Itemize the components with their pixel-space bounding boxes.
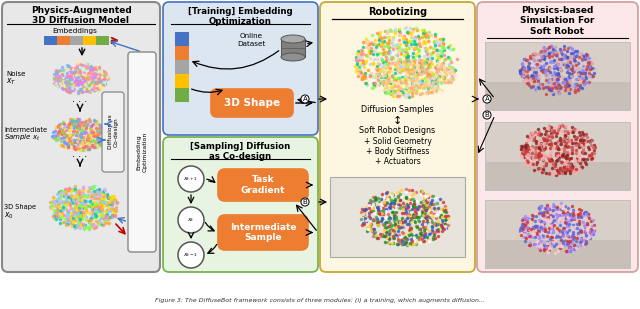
FancyBboxPatch shape [2,2,160,272]
Text: Diffusion as
Co-design: Diffusion as Co-design [108,115,118,149]
Text: $x_t$: $x_t$ [187,216,195,224]
FancyBboxPatch shape [320,2,475,272]
Text: [Sampling] Diffusion
as Co-design: [Sampling] Diffusion as Co-design [190,142,291,161]
Ellipse shape [281,53,305,61]
Text: + Solid Geometry: + Solid Geometry [364,137,431,146]
Text: 3D Shape: 3D Shape [224,98,280,108]
Bar [485,42,630,110]
Text: $x_{t-1}$: $x_{t-1}$ [183,251,198,259]
Text: Physics-Augmented
3D Diffusion Model: Physics-Augmented 3D Diffusion Model [31,6,131,25]
Text: ↕: ↕ [393,116,402,126]
Text: · · ·: · · · [72,97,88,107]
Bar [175,32,189,46]
Circle shape [178,242,204,268]
Text: Online
Dataset: Online Dataset [237,33,265,46]
Bar [175,74,189,88]
Text: Noise: Noise [6,71,26,77]
Text: Task
Gradient: Task Gradient [241,175,285,195]
Bar [485,122,630,190]
Text: + Actuators: + Actuators [374,157,420,166]
Text: + Body Stiffness: + Body Stiffness [366,147,429,156]
Text: Figure 3: The DiffuseBot framework consists of three modules: (i) a training, wh: Figure 3: The DiffuseBot framework consi… [155,298,485,303]
FancyBboxPatch shape [477,2,638,272]
Bar [175,46,189,60]
Text: · · ·: · · · [72,152,88,162]
Circle shape [178,166,204,192]
Bar [175,88,189,102]
Bar [485,82,630,110]
Bar [485,200,630,268]
Bar [281,39,305,57]
Text: Robotizing: Robotizing [368,7,427,17]
Text: $x_T$: $x_T$ [6,77,17,87]
FancyBboxPatch shape [218,215,308,250]
Bar [83,36,96,45]
Bar [485,240,630,268]
Text: Intermediate: Intermediate [4,127,47,133]
FancyBboxPatch shape [102,92,124,172]
Text: $x_{t+1}$: $x_{t+1}$ [183,175,198,183]
Text: Diffusion Samples: Diffusion Samples [361,105,434,114]
FancyBboxPatch shape [128,52,156,252]
Text: Embeddings: Embeddings [52,28,97,34]
FancyBboxPatch shape [163,2,318,135]
Bar [330,177,465,257]
Bar [96,36,109,45]
Text: Sample $x_t$: Sample $x_t$ [4,133,41,143]
FancyBboxPatch shape [163,137,318,272]
Text: B: B [484,112,490,118]
Circle shape [178,207,204,233]
FancyBboxPatch shape [218,169,308,201]
Bar [70,36,83,45]
Bar [57,36,70,45]
Ellipse shape [281,35,305,43]
Text: Soft Robot Designs: Soft Robot Designs [360,126,436,135]
Text: A: A [484,96,490,102]
Text: Physics-based
Simulation For
Soft Robot: Physics-based Simulation For Soft Robot [520,6,595,36]
Bar [44,36,57,45]
Text: 3D Shape: 3D Shape [4,204,36,210]
Bar [485,162,630,190]
Bar [175,60,189,74]
Text: Embedding
Optimization: Embedding Optimization [136,132,147,172]
Text: [Training] Embedding
Optimization: [Training] Embedding Optimization [188,7,293,26]
Text: A: A [303,96,307,102]
FancyBboxPatch shape [211,89,293,117]
Text: B: B [303,199,307,205]
Text: Intermediate
Sample: Intermediate Sample [230,223,296,242]
Text: $x_0$: $x_0$ [4,211,14,221]
